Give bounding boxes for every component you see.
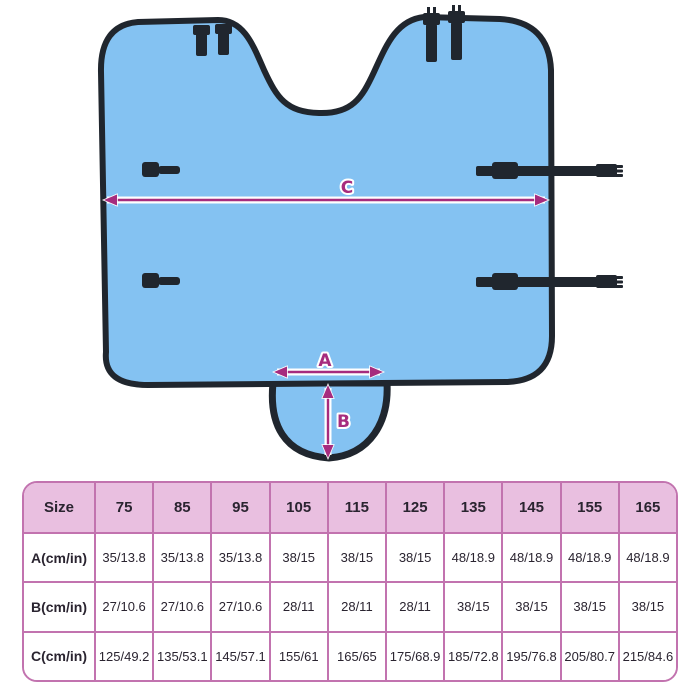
table-value-cell: 195/76.8 [501,630,560,680]
table-value-cell: 215/84.6 [617,630,676,680]
table-value-cell: 135/53.1 [152,630,211,680]
table-header-cell: 95 [210,483,269,532]
product-diagram: C A B [97,5,623,462]
table-value-cell: 125/49.2 [94,630,153,680]
table-value-cell: 38/15 [385,532,444,582]
table-value-cell: 38/15 [501,581,560,631]
table-value-cell: 48/18.9 [501,532,560,582]
table-value-cell: 38/15 [326,532,385,582]
table-header-cell: 125 [385,483,444,532]
table-value-cell: 155/61 [268,630,327,680]
table-value-cell: 185/72.8 [443,630,502,680]
table-row-label: B(cm/in) [24,581,94,631]
top-left-straps [193,24,232,56]
table-value-cell: 27/10.6 [152,581,211,631]
table-value-cell: 48/18.9 [443,532,502,582]
table-header-cell: 115 [326,483,385,532]
table-value-cell: 28/11 [268,581,327,631]
table-value-cell: 48/18.9 [559,532,618,582]
table-value-cell: 48/18.9 [617,532,676,582]
table-row-label: A(cm/in) [24,532,94,582]
table-value-cell: 35/13.8 [94,532,153,582]
dimension-a-arrow: A [271,349,386,379]
table-header-cell: 75 [94,483,153,532]
table-header-cell: 85 [152,483,211,532]
table-header-cell: 105 [268,483,327,532]
dimension-b-label: B [337,412,350,432]
dimension-b-arrow: B [321,382,352,461]
dimension-c-arrow: C [101,176,551,207]
table-value-cell: 38/15 [617,581,676,631]
table-value-cell: 38/15 [443,581,502,631]
table-value-cell: 165/65 [326,630,385,680]
dimension-a-label: A [318,351,332,371]
table-value-cell: 28/11 [326,581,385,631]
table-value-cell: 205/80.7 [559,630,618,680]
table-value-cell: 28/11 [385,581,444,631]
right-side-straps [476,162,623,290]
table-value-cell: 27/10.6 [94,581,153,631]
cover-diagram-svg: C A B [97,5,623,462]
dimension-c-label: C [341,178,353,198]
table-header-cell: 145 [501,483,560,532]
table-header-size: Size [24,483,94,532]
table-value-cell: 175/68.9 [385,630,444,680]
table-row-label: C(cm/in) [24,630,94,680]
table-value-cell: 145/57.1 [210,630,269,680]
table-value-cell: 38/15 [559,581,618,631]
table-value-cell: 38/15 [268,532,327,582]
table-header-cell: 135 [443,483,502,532]
top-right-straps [423,5,465,62]
table-value-cell: 35/13.8 [152,532,211,582]
size-table: Size 75 85 95 105 115 125 135 145 155 165 A(cm/in) 3… [22,481,678,682]
left-surface-buckles [142,162,180,288]
table-header-cell: 155 [559,483,618,532]
table-value-cell: 35/13.8 [210,532,269,582]
table-header-cell: 165 [617,483,676,532]
table-value-cell: 27/10.6 [210,581,269,631]
